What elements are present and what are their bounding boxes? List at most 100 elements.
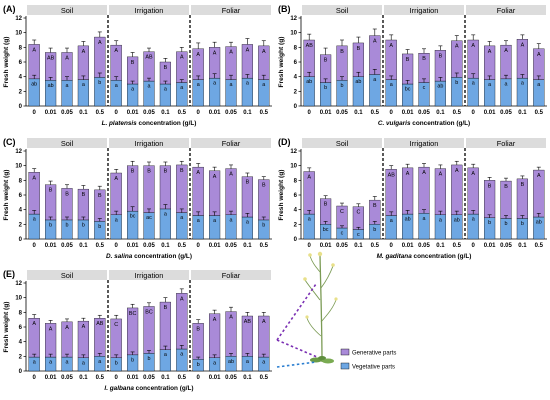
x-tick-label: 0 (390, 110, 394, 116)
x-tick-label: 0 (472, 243, 476, 249)
x-tick-label: 0.1 (161, 375, 170, 381)
x-tick-label: 0.01 (45, 243, 57, 249)
x-tick-label: 0.05 (418, 243, 430, 249)
chart-panel-5: (E) Soil Irrigation Foliar 0 2 4 6 8 10 12 Fresh we… (3, 269, 272, 392)
y-tick-label: 8 (294, 45, 298, 51)
significance-letter-vegetative: c (357, 232, 360, 238)
group-header-label: Foliar (497, 6, 516, 15)
significance-letter-generative: A (439, 172, 443, 178)
group-header-label: Foliar (222, 139, 241, 148)
y-tick-label: 8 (19, 310, 23, 316)
significance-letter-generative: B (357, 46, 361, 52)
significance-letter-generative: A (307, 175, 311, 181)
significance-letter-vegetative: a (488, 82, 491, 88)
x-axis-label-species: C. vulgaris (378, 120, 411, 127)
significance-letter-generative: A (471, 171, 475, 177)
panel-label: (E) (3, 269, 15, 279)
significance-letter-generative: AB (388, 172, 396, 178)
y-tick-label: 12 (290, 149, 297, 155)
group-header-label: Foliar (222, 271, 241, 280)
significance-letter-vegetative: ab (405, 217, 411, 223)
significance-letter-vegetative: a (472, 81, 475, 87)
significance-letter-generative: B (439, 53, 443, 59)
x-axis-label-species: I. galbana (104, 385, 134, 392)
x-tick-label: 0.05 (143, 110, 155, 116)
significance-letter-generative: B (324, 202, 328, 208)
significance-letter-generative: A (98, 40, 102, 46)
y-tick-label: 2 (19, 89, 23, 95)
group-header-label: Irrigation (135, 6, 164, 15)
significance-letter-vegetative: a (82, 360, 85, 366)
group-header-bar (191, 138, 271, 148)
significance-letter-generative: A (196, 170, 200, 176)
significance-letter-generative: A (196, 52, 200, 58)
x-tick-label: 0.1 (79, 243, 88, 249)
significance-letter-generative: A (114, 48, 118, 54)
significance-letter-generative: A (114, 176, 118, 182)
significance-letter-generative: AB (47, 55, 55, 61)
x-tick-label: 0 (115, 243, 119, 249)
significance-letter-vegetative: a (82, 82, 85, 88)
significance-letter-vegetative: ab (31, 81, 37, 87)
x-tick-label: 0.5 (260, 375, 269, 381)
x-tick-label: 0.01 (209, 375, 221, 381)
group-header-bar (191, 5, 271, 15)
y-axis-label: Fresh weight (g) (278, 37, 285, 88)
significance-letter-vegetative: a (164, 352, 167, 358)
y-tick-label: 6 (294, 60, 298, 66)
significance-letter-generative: B (196, 326, 200, 332)
significance-letter-generative: A (471, 43, 475, 49)
significance-letter-generative: C (340, 209, 344, 215)
significance-letter-vegetative: a (521, 81, 524, 87)
significance-letter-generative: B (246, 180, 250, 186)
y-tick-label: 12 (15, 281, 22, 287)
group-header-bar (384, 5, 464, 15)
group-header-label: Soil (61, 139, 74, 148)
significance-letter-vegetative: a (537, 82, 540, 88)
y-tick-label: 10 (15, 164, 22, 170)
x-tick-label: 0.5 (96, 375, 105, 381)
x-tick-label: 0.05 (61, 375, 73, 381)
x-tick-label: 0.1 (354, 243, 363, 249)
significance-letter-generative: A (180, 55, 184, 61)
x-tick-label: 0.05 (143, 243, 155, 249)
significance-letter-vegetative: bc (323, 227, 329, 233)
group-header-bar (27, 138, 107, 148)
group-header-label: Foliar (497, 139, 516, 148)
x-tick-label: 0 (308, 243, 312, 249)
x-axis-label-suffix: concentration (g/L) (132, 253, 192, 260)
significance-letter-vegetative: b (82, 222, 85, 228)
x-tick-label: 0.01 (209, 110, 221, 116)
x-tick-label: 0.5 (535, 110, 544, 116)
significance-letter-vegetative: c (341, 231, 344, 237)
significance-letter-generative: A (32, 47, 36, 53)
x-tick-label: 0.5 (178, 375, 187, 381)
significance-letter-vegetative: ab (437, 84, 443, 90)
x-tick-label: 0.01 (209, 243, 221, 249)
significance-letter-vegetative: ab (536, 220, 542, 226)
x-tick-label: 0 (197, 243, 201, 249)
x-tick-label: 0.01 (45, 110, 57, 116)
significance-letter-generative: A (213, 317, 217, 323)
significance-letter-vegetative: b (131, 357, 134, 363)
significance-letter-generative: B (65, 191, 69, 197)
y-tick-label: 12 (15, 16, 22, 22)
x-axis-label-suffix: concentration (g/L) (137, 120, 197, 127)
x-axis-label: M. gaditana concentration (g/L) (377, 253, 472, 260)
y-tick-label: 8 (294, 178, 298, 184)
x-tick-label: 0.1 (354, 110, 363, 116)
significance-letter-generative: B (82, 192, 86, 198)
significance-letter-generative: B (98, 193, 102, 199)
group-header-bar (27, 270, 107, 280)
y-tick-label: 8 (19, 45, 23, 51)
significance-letter-generative: B (262, 183, 266, 189)
x-tick-label: 0.05 (500, 243, 512, 249)
x-tick-label: 0.01 (484, 110, 496, 116)
significance-letter-vegetative: ab (228, 359, 234, 365)
x-tick-label: 0 (115, 110, 119, 116)
y-axis-label: Fresh weight (g) (3, 37, 10, 88)
significance-letter-generative: A (537, 52, 541, 58)
x-tick-label: 0.5 (96, 110, 105, 116)
panel-label: (A) (3, 4, 16, 14)
x-tick-label: 0.01 (402, 110, 414, 116)
